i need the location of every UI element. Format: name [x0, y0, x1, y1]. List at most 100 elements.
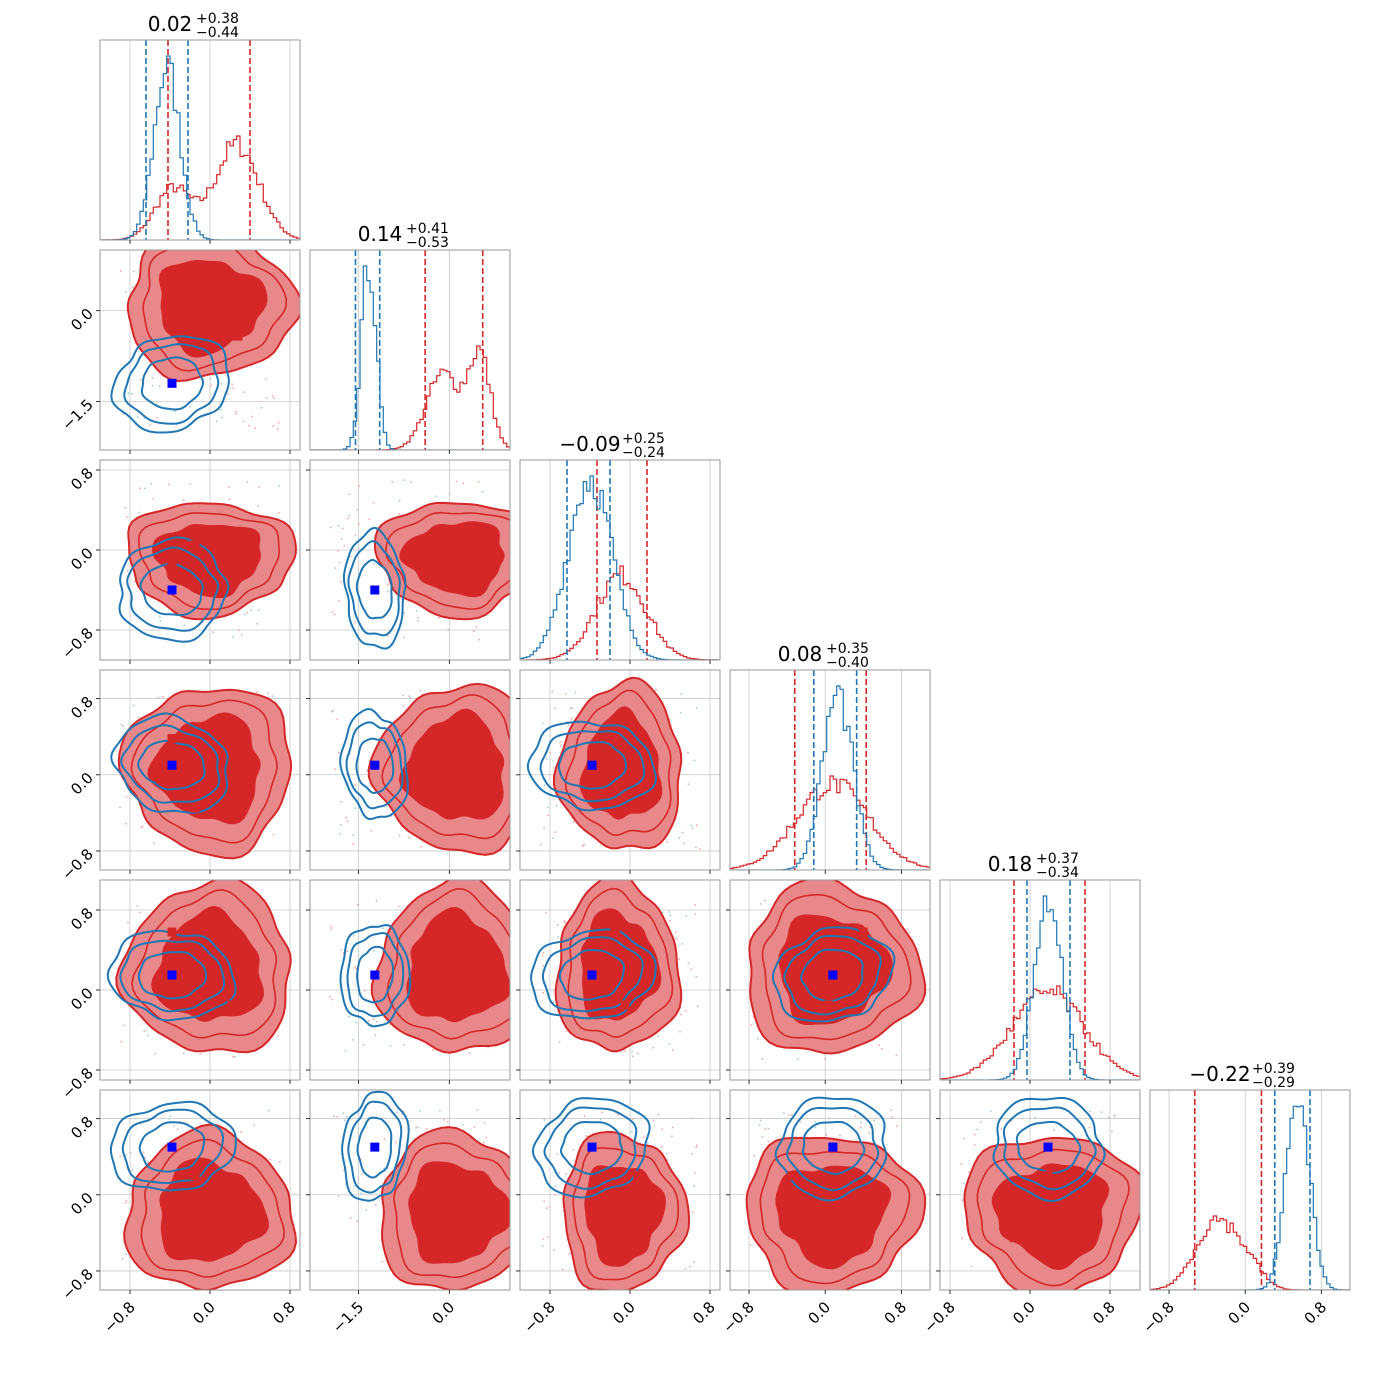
blue-contour-mid: [345, 721, 404, 810]
blue-contour-inner: [356, 945, 395, 1004]
blue-contour-outer: [530, 928, 657, 1020]
sample-dot: [973, 1144, 976, 1146]
panel-4-3: [726, 879, 931, 1084]
x-tick-label: 0.0: [189, 1298, 219, 1328]
sample-dot: [119, 270, 122, 272]
sample-dot: [173, 1125, 176, 1127]
sample-dot: [352, 834, 354, 837]
sample-dot: [425, 1127, 428, 1130]
sample-dot: [238, 629, 241, 631]
panel-3-3: [729, 669, 931, 874]
sample-dot: [189, 405, 191, 408]
panel-4-1: [306, 879, 511, 1084]
panel-plot-area: [100, 670, 300, 870]
sample-dot: [277, 1034, 280, 1037]
panel-5-2: [516, 1089, 721, 1294]
x-tick-label: −0.8: [1139, 1298, 1177, 1336]
y-tick-label: 0.8: [67, 904, 97, 934]
y-tick-label: 0.0: [67, 769, 97, 799]
sample-dot: [449, 493, 451, 495]
sample-dot: [212, 631, 215, 634]
sample-dot: [553, 1249, 556, 1251]
red-marker: [1043, 1171, 1053, 1181]
panel-frame: [309, 459, 511, 661]
sample-dot: [468, 1052, 471, 1055]
sample-dot: [149, 424, 152, 426]
sample-dot: [383, 1138, 386, 1140]
red-marker: [167, 560, 177, 570]
panel-frame: [309, 879, 511, 1081]
panel-frame: [939, 879, 1141, 1081]
marginal-title-value: −0.22: [1189, 1062, 1250, 1086]
sample-dot: [824, 1057, 826, 1060]
sample-dot: [361, 1173, 363, 1175]
sample-dot: [679, 711, 682, 714]
blue-contour-inner: [557, 741, 627, 790]
sample-dot: [642, 1136, 645, 1139]
panel-frame: [99, 879, 301, 1081]
red-marker: [610, 1214, 620, 1224]
sample-dot: [344, 1049, 347, 1052]
panel-frame: [519, 879, 721, 1081]
sample-dot: [142, 1151, 145, 1154]
sample-dot: [240, 1131, 243, 1134]
blue-contour-inner: [138, 1121, 206, 1173]
panel-plot-area: [100, 460, 300, 660]
sample-dot: [126, 569, 129, 572]
sample-dot: [124, 1202, 127, 1204]
y-tick-label: 0.0: [67, 1189, 97, 1219]
sample-dot: [182, 1052, 185, 1055]
sample-dot: [234, 412, 237, 415]
blue-contour-inner: [558, 949, 626, 1001]
sample-dot: [1107, 1116, 1110, 1119]
sample-dot: [556, 923, 559, 926]
red-marker: [167, 927, 177, 937]
sample-dot: [790, 1113, 793, 1116]
sample-dot: [868, 1132, 871, 1134]
panel-frame: [99, 1089, 301, 1291]
sample-dot: [402, 705, 405, 707]
sample-dot: [1088, 1126, 1091, 1129]
sample-dot: [438, 617, 440, 619]
red-marker: [233, 753, 243, 763]
x-tick-label: 0.8: [1089, 1298, 1119, 1328]
sample-dot: [477, 480, 480, 483]
sample-dot: [563, 921, 566, 924]
sample-dot: [244, 613, 246, 616]
sample-dot: [434, 495, 437, 498]
sample-dot: [581, 845, 584, 847]
red-marker: [190, 1171, 200, 1181]
sample-dot: [681, 942, 684, 945]
red-marker: [233, 331, 243, 341]
sample-dot: [232, 636, 234, 638]
panel-plot-area: [100, 1090, 300, 1290]
sample-dot: [336, 1115, 339, 1118]
sample-dot: [403, 479, 406, 482]
sample-dot: [601, 1111, 603, 1114]
sample-dot: [257, 609, 260, 611]
sample-dot: [125, 1154, 128, 1156]
sample-dot: [694, 903, 696, 906]
sample-dot: [839, 1134, 841, 1137]
sample-dot: [139, 911, 142, 914]
sample-dot: [354, 621, 357, 624]
marginal-title-value: 0.08: [778, 642, 823, 666]
sample-dot: [397, 905, 400, 908]
blue-contour-outer: [992, 1097, 1106, 1203]
panel-4-4: [939, 879, 1141, 1084]
sample-dot: [150, 482, 153, 485]
sample-dot: [419, 689, 422, 692]
panel-frame: [99, 669, 301, 871]
sample-dot: [272, 833, 275, 836]
sample-dot: [125, 290, 127, 293]
red-marker: [190, 278, 200, 288]
sample-dot: [253, 1124, 255, 1126]
sample-dot: [189, 482, 192, 485]
sample-dot: [124, 506, 127, 509]
red-marker: [610, 734, 620, 744]
blue-contour-inner: [139, 562, 204, 617]
marginal-title-minus: −0.40: [826, 655, 869, 671]
sample-dot: [386, 583, 389, 586]
sample-dot: [657, 1035, 659, 1037]
sample-dot: [680, 1013, 682, 1016]
